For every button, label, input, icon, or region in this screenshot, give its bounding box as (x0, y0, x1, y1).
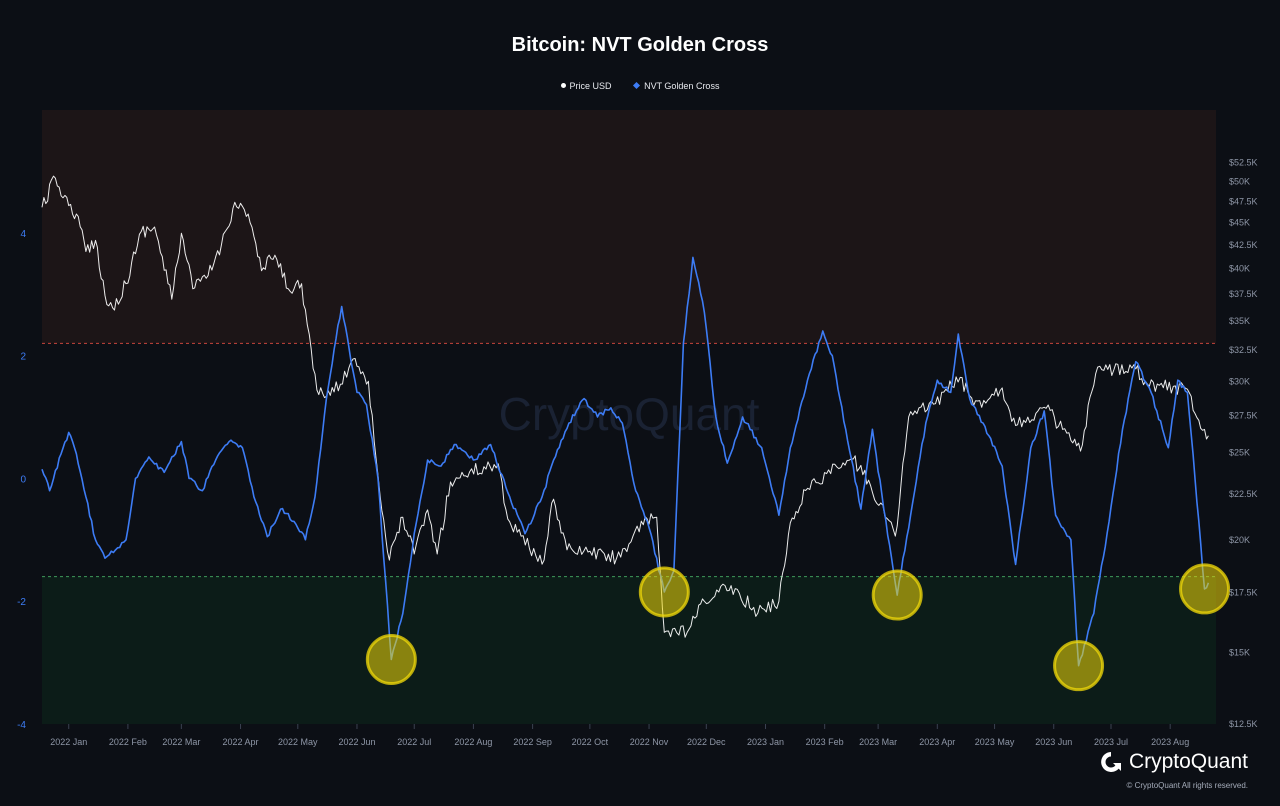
watermark-layer: CryptoQuant (499, 388, 760, 440)
legend-price-marker (560, 83, 566, 89)
brand-name: CryptoQuant (1128, 750, 1248, 773)
x-tick-label: 2023 Jul (1094, 737, 1128, 747)
x-tick-label: 2022 Apr (223, 737, 259, 747)
watermark-text: CryptoQuant (499, 388, 760, 440)
left-tick-label: 2 (20, 352, 26, 363)
brand-copyright: © CryptoQuant All rights reserved. (1126, 781, 1249, 790)
undervalued-zone (42, 576, 1216, 724)
overvalued-zone (42, 110, 1216, 344)
highlight-circles (365, 563, 1231, 692)
right-tick-label: $25K (1229, 448, 1250, 458)
legend-price-label: Price USD (569, 81, 612, 91)
x-tick-label: 2022 Jul (397, 737, 431, 747)
left-tick-label: -2 (17, 597, 26, 608)
x-tick-label: 2022 Oct (572, 737, 609, 747)
right-axis: $52.5K $50K $47.5K $45K $42.5K $40K $37.5K $35K… (1229, 157, 1258, 729)
x-tick-label: 2022 Aug (454, 737, 492, 747)
highlight-circle (871, 569, 923, 621)
right-tick-label: $42.5K (1229, 240, 1258, 250)
right-tick-label: $35K (1229, 316, 1250, 326)
x-tick-label: 2023 Aug (1151, 737, 1189, 747)
right-tick-label: $52.5K (1229, 157, 1258, 167)
legend: Price USD NVT Golden Cross (0, 81, 1280, 91)
right-tick-label: $22.5K (1229, 489, 1258, 499)
chart-title: Bitcoin: NVT Golden Cross (511, 34, 769, 56)
x-tick-label: 2023 Jun (1035, 737, 1072, 747)
x-tick-label: 2023 May (975, 737, 1015, 747)
highlight-circle (1179, 563, 1231, 615)
x-tick-label: 2022 Dec (687, 737, 726, 747)
highlight-circle (638, 566, 690, 618)
legend-item-price[interactable]: Price USD (560, 81, 612, 91)
legend-item-nvt[interactable]: NVT Golden Cross (633, 81, 720, 91)
left-axis: 4 2 0 -2 -4 (17, 229, 26, 731)
left-tick-label: -4 (17, 720, 26, 731)
right-tick-label: $47.5K (1229, 196, 1258, 206)
x-tick-label: 2022 Mar (162, 737, 200, 747)
right-tick-label: $32.5K (1229, 345, 1258, 355)
highlight-circle (365, 634, 417, 686)
right-tick-label: $15K (1229, 648, 1250, 658)
threshold-zones (42, 110, 1216, 724)
x-tick-label: 2022 Jan (50, 737, 87, 747)
highlight-circle (1053, 640, 1105, 692)
x-tick-label: 2023 Mar (859, 737, 897, 747)
nvt-series (41, 256, 1210, 667)
right-tick-label: $17.5K (1229, 587, 1258, 597)
nvt-golden-cross-line (41, 256, 1210, 667)
price-usd-line (41, 175, 1209, 638)
x-tick-label: 2022 May (278, 737, 318, 747)
right-tick-label: $37.5K (1229, 289, 1258, 299)
x-tick-label: 2022 Jun (338, 737, 375, 747)
x-tick-label: 2023 Jan (747, 737, 784, 747)
x-tick-label: 2022 Sep (513, 737, 552, 747)
right-tick-label: $20K (1229, 535, 1250, 545)
cryptoquant-logo-icon (1101, 752, 1121, 772)
right-tick-label: $40K (1229, 264, 1250, 274)
threshold-lines (42, 342, 1216, 578)
right-tick-label: $30K (1229, 376, 1250, 386)
brand-block: CryptoQuant © CryptoQuant All rights res… (1099, 750, 1248, 790)
right-tick-label: $45K (1229, 218, 1250, 228)
right-tick-label: $27.5K (1229, 410, 1258, 420)
brand-logo[interactable]: CryptoQuant (1099, 750, 1248, 774)
x-axis: 2022 Jan 2022 Feb 2022 Mar 2022 Apr 2022 May… (50, 724, 1189, 747)
legend-nvt-label: NVT Golden Cross (644, 81, 720, 91)
price-series (41, 175, 1209, 638)
x-tick-label: 2023 Feb (806, 737, 844, 747)
x-tick-label: 2022 Nov (630, 737, 669, 747)
left-tick-label: 4 (20, 229, 26, 240)
right-tick-label: $12.5K (1229, 719, 1258, 729)
left-tick-label: 0 (20, 474, 26, 485)
x-tick-label: 2023 Apr (919, 737, 955, 747)
right-tick-label: $50K (1229, 176, 1250, 186)
x-tick-label: 2022 Feb (109, 737, 147, 747)
